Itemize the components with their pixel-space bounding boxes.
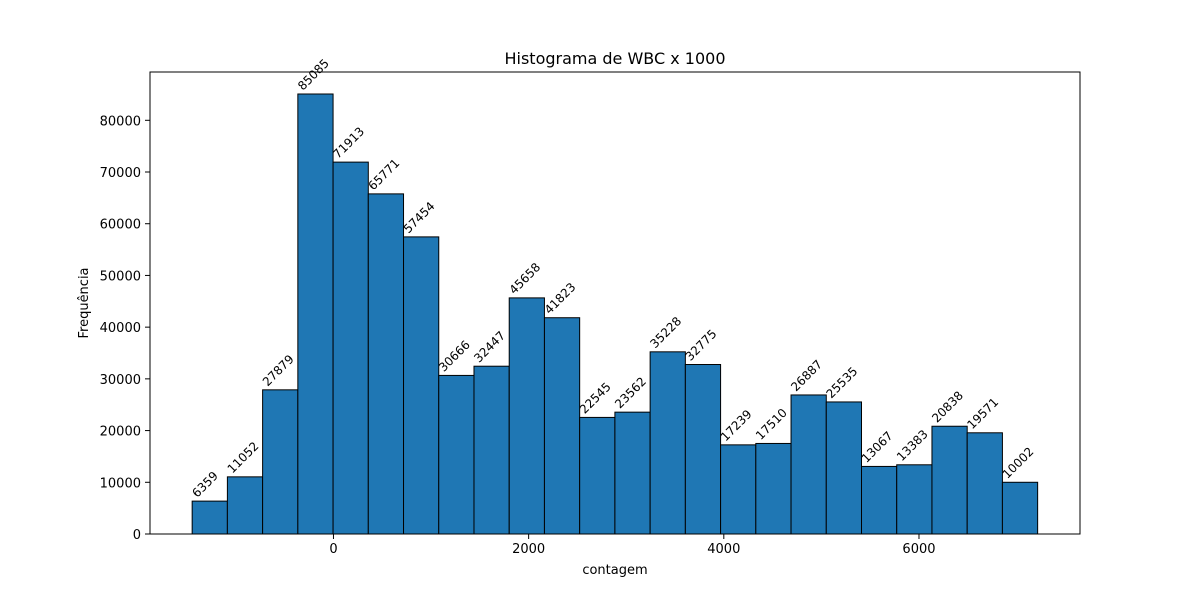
- histogram-bar: [262, 389, 299, 535]
- histogram-bar: [720, 444, 757, 535]
- bar-value-label: 30666: [436, 338, 473, 375]
- bar-value-label: 17510: [753, 406, 790, 443]
- bar-value-label: 22545: [577, 380, 614, 417]
- y-tick-label: 80000: [100, 114, 141, 129]
- histogram-bar: [297, 93, 334, 535]
- y-tick-label: 50000: [100, 269, 141, 284]
- histogram-bar: [825, 401, 863, 535]
- bar-value-label: 57454: [401, 199, 438, 236]
- y-tick-label: 10000: [100, 476, 141, 491]
- histogram-bar: [684, 364, 722, 535]
- histogram-bar: [543, 317, 581, 535]
- bar-value-label: 19571: [964, 395, 1001, 432]
- bar-value-label: 85085: [295, 56, 332, 93]
- bar-value-label: 65771: [366, 156, 403, 193]
- bar-value-label: 6359: [189, 469, 220, 500]
- x-tick-label: 6000: [902, 542, 935, 557]
- histogram-bar: [403, 236, 440, 535]
- plot-frame: [149, 71, 1081, 535]
- histogram-bar: [1001, 481, 1039, 535]
- histogram-bar: [649, 351, 686, 535]
- bar-value-label: 71913: [330, 124, 367, 161]
- bar-value-label: 35228: [647, 314, 684, 351]
- x-tick-label: 4000: [707, 542, 740, 557]
- bar-value-label: 26887: [788, 357, 825, 394]
- histogram-bar: [966, 432, 1003, 535]
- histogram-bar: [332, 161, 369, 535]
- y-axis-label: Frequência: [77, 267, 92, 338]
- bar-value-label: 32775: [683, 327, 720, 364]
- y-axis-ticks: 0 10000 20000 30000 40000 50000 60000 70000 8000…: [100, 114, 150, 543]
- bar-value-label: 17239: [718, 407, 755, 444]
- y-tick-label: 70000: [100, 166, 141, 181]
- histogram-bar: [755, 442, 792, 535]
- histogram-bar: [367, 193, 405, 535]
- bar-value-label: 11052: [225, 439, 262, 476]
- bar-value-label: 32447: [471, 328, 508, 365]
- y-tick-label: 20000: [100, 425, 141, 440]
- x-tick-label: 0: [329, 542, 337, 557]
- histogram-bar: [896, 464, 933, 535]
- bar-value-label: 23562: [612, 374, 649, 411]
- bar-value-label: 45658: [506, 260, 543, 297]
- histogram-bar: [438, 374, 475, 535]
- x-axis-ticks: 0 2000 4000 6000: [329, 534, 936, 557]
- y-tick-label: 60000: [100, 218, 141, 233]
- histogram-bar: [614, 411, 651, 535]
- bar-value-label: 20838: [929, 388, 966, 425]
- bar-value-label: 25535: [823, 364, 860, 401]
- bar-value-label: 13383: [894, 427, 931, 464]
- histogram-bar: [191, 500, 228, 535]
- histogram-bar: [226, 476, 264, 535]
- x-tick-label: 2000: [512, 542, 545, 557]
- y-tick-label: 40000: [100, 321, 141, 336]
- y-tick-label: 0: [133, 528, 141, 543]
- histogram-bar: [579, 416, 616, 535]
- histogram-bar: [790, 394, 827, 535]
- bar-value-label: 10002: [1000, 444, 1037, 481]
- bar-value-label: 41823: [542, 280, 579, 317]
- bar-value-label: 13067: [859, 429, 896, 466]
- bar-value-label: 27879: [260, 352, 297, 389]
- histogram-bar: [508, 297, 545, 535]
- chart-title: Histograma de WBC x 1000: [504, 49, 725, 68]
- histogram-bar: [473, 365, 510, 535]
- x-axis-label: contagem: [582, 563, 647, 578]
- bars-group: [191, 93, 1039, 535]
- histogram-bar: [861, 465, 898, 535]
- y-tick-label: 30000: [100, 373, 141, 388]
- histogram-bar: [931, 425, 968, 535]
